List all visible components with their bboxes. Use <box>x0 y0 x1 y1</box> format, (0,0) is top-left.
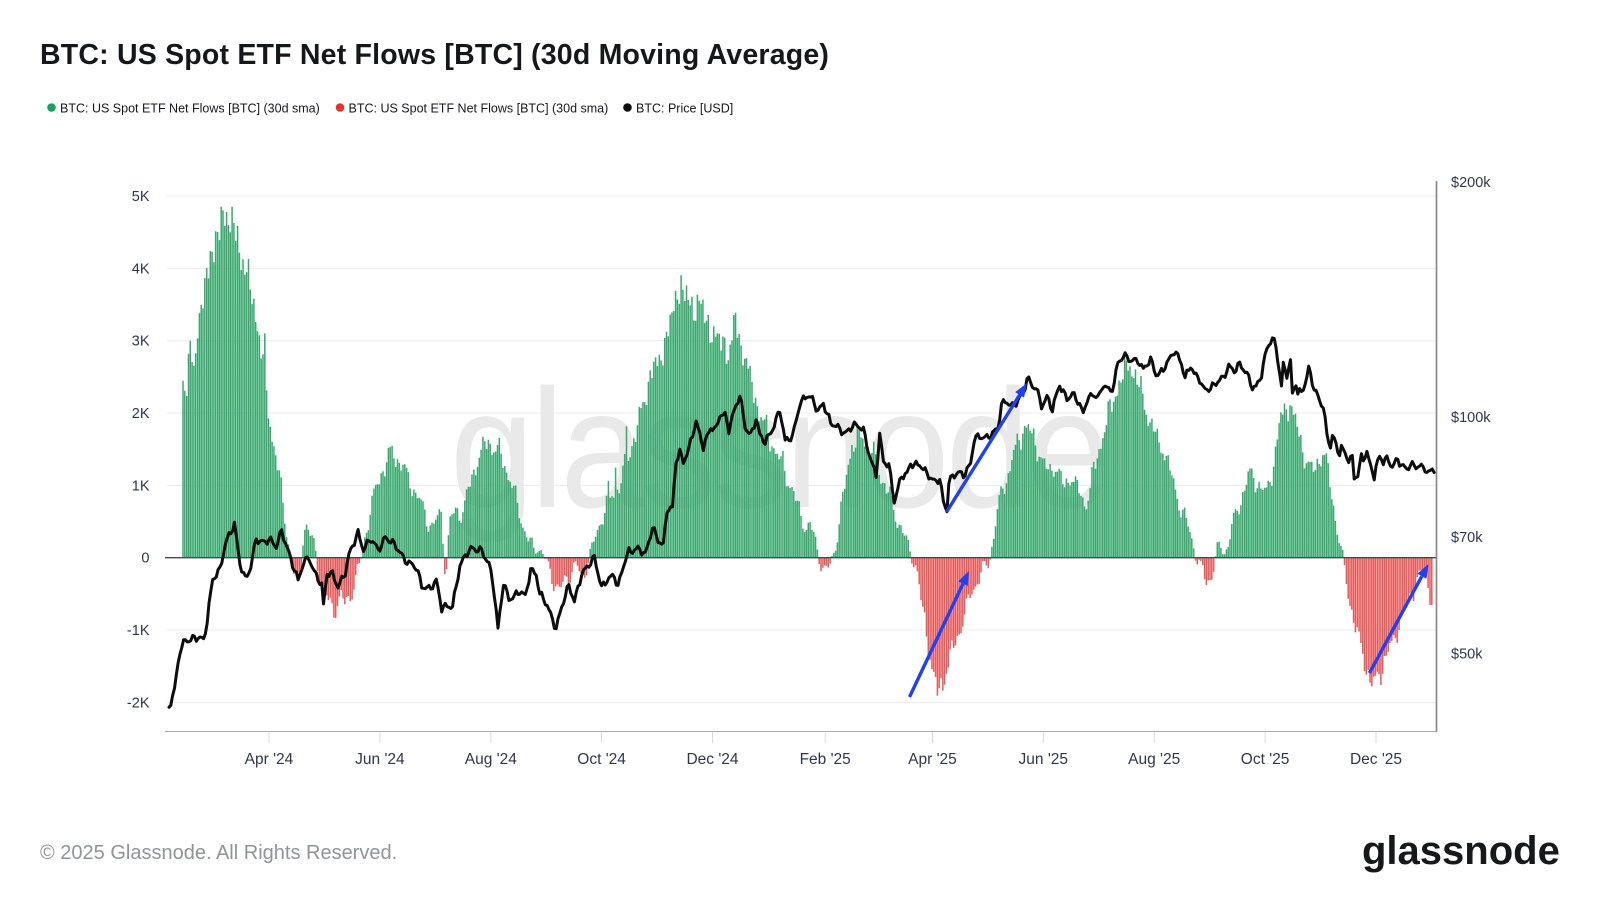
svg-text:Aug '25: Aug '25 <box>1128 751 1180 768</box>
svg-text:$50k: $50k <box>1451 647 1483 663</box>
svg-text:BTC: US Spot ETF Net Flows [BT: BTC: US Spot ETF Net Flows [BTC] (30d sm… <box>60 102 320 116</box>
svg-text:3K: 3K <box>132 334 150 350</box>
svg-text:Feb '25: Feb '25 <box>800 751 851 768</box>
svg-text:0: 0 <box>141 551 149 567</box>
svg-text:-1K: -1K <box>127 623 150 639</box>
svg-text:Dec '24: Dec '24 <box>686 751 738 768</box>
svg-text:Apr '24: Apr '24 <box>245 751 294 768</box>
svg-text:$70k: $70k <box>1451 530 1483 546</box>
svg-text:Oct '24: Oct '24 <box>577 751 626 768</box>
svg-text:Aug '24: Aug '24 <box>465 751 517 768</box>
svg-text:BTC: Price [USD]: BTC: Price [USD] <box>636 102 733 116</box>
svg-text:4K: 4K <box>132 261 150 277</box>
svg-text:Apr '25: Apr '25 <box>908 751 957 768</box>
svg-text:$100k: $100k <box>1451 410 1491 426</box>
svg-text:5K: 5K <box>132 189 150 205</box>
svg-text:2K: 2K <box>132 406 150 422</box>
svg-text:Oct '25: Oct '25 <box>1241 751 1290 768</box>
svg-text:1K: 1K <box>132 478 150 494</box>
svg-text:glassnode: glassnode <box>1362 829 1560 873</box>
svg-text:-2K: -2K <box>127 695 150 711</box>
svg-text:Dec '25: Dec '25 <box>1350 751 1402 768</box>
svg-text:© 2025 Glassnode. All Rights R: © 2025 Glassnode. All Rights Reserved. <box>40 842 397 864</box>
svg-text:$200k: $200k <box>1451 175 1491 191</box>
svg-text:BTC: US Spot ETF Net Flows [BT: BTC: US Spot ETF Net Flows [BTC] (30d sm… <box>349 102 609 116</box>
svg-text:Jun '25: Jun '25 <box>1019 751 1069 768</box>
svg-text:BTC: US Spot ETF Net Flows [BT: BTC: US Spot ETF Net Flows [BTC] (30d Mo… <box>40 39 829 71</box>
svg-text:Jun '24: Jun '24 <box>355 751 405 768</box>
